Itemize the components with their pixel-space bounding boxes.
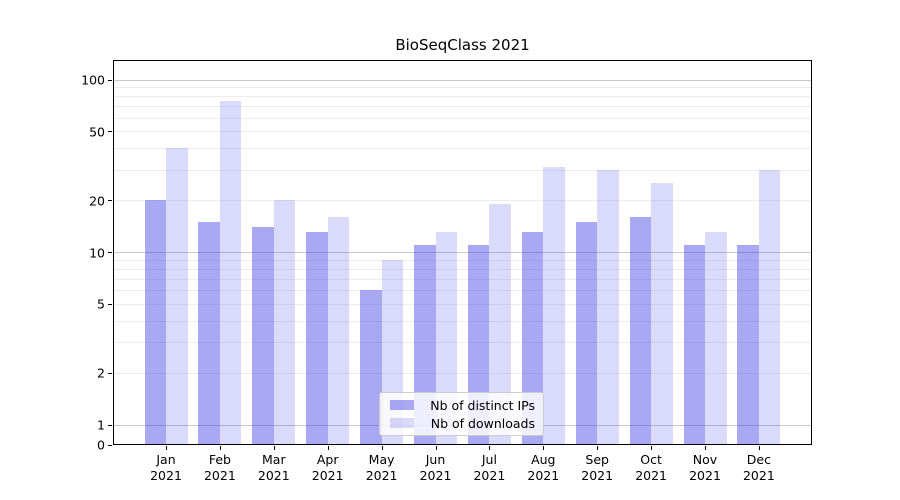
x-tick-label-mar: Mar 2021 (257, 452, 290, 483)
bar-downloads-oct (651, 183, 673, 445)
x-tick-label-may: May 2021 (365, 452, 398, 483)
x-tick-label-jul: Jul 2021 (473, 452, 506, 483)
bar-distinct-ips-jan (144, 200, 166, 445)
y-tick-label-1: 1 (97, 417, 105, 433)
bar-downloads-jul (489, 203, 511, 445)
gridline-80 (114, 96, 811, 98)
gridline-7 (114, 278, 811, 280)
gridline-30 (114, 169, 811, 171)
x-tick-mark-apr (327, 445, 329, 450)
legend-label-downloads: Nb of downloads (430, 415, 535, 431)
x-tick-mark-dec (758, 445, 760, 450)
x-tick-mark-aug (543, 445, 545, 450)
x-tick-mark-sep (597, 445, 599, 450)
x-tick-label-nov: Nov 2021 (689, 452, 721, 483)
x-tick-label-feb: Feb 2021 (203, 452, 236, 483)
legend-label-distinct-ips: Nb of distinct IPs (430, 397, 535, 413)
x-tick-label-jan: Jan 2021 (150, 452, 182, 483)
y-tick-label-50: 50 (89, 124, 105, 140)
y-tick-mark-100 (108, 79, 112, 81)
y-tick-label-20: 20 (89, 193, 105, 209)
legend: Nb of distinct IPs Nb of downloads (379, 392, 544, 436)
y-tick-mark-1 (108, 424, 112, 426)
bar-downloads-aug (543, 167, 565, 445)
legend-swatch-distinct-ips (390, 400, 414, 410)
gridline-70 (114, 106, 811, 108)
gridline-2 (114, 372, 811, 374)
bar-distinct-ips-may (360, 290, 382, 445)
bar-downloads-sep (597, 169, 619, 445)
gridline-6 (114, 290, 811, 292)
x-tick-mark-nov (705, 445, 706, 450)
bar-downloads-apr (327, 216, 350, 445)
bar-downloads-nov (705, 232, 727, 445)
x-tick-mark-may (381, 445, 383, 450)
gridline-5 (114, 303, 811, 305)
bar-downloads-jan (166, 148, 188, 445)
x-tick-label-dec: Dec 2021 (742, 452, 775, 483)
y-tick-mark-2 (108, 372, 112, 374)
bar-downloads-jun (435, 232, 457, 445)
legend-swatch-downloads (390, 418, 414, 428)
x-tick-label-sep: Sep 2021 (581, 452, 614, 483)
bar-downloads-mar (273, 200, 296, 445)
bar-distinct-ips-feb (198, 221, 220, 445)
gridline-100 (114, 79, 811, 81)
y-tick-label-0: 0 (97, 437, 105, 453)
legend-item-distinct-ips: Nb of distinct IPs (388, 398, 535, 413)
y-tick-mark-5 (108, 303, 112, 305)
x-tick-label-oct: Oct 2021 (635, 452, 667, 483)
chart-title: BioSeqClass 2021 (395, 36, 530, 54)
x-tick-label-jun: Jun 2021 (419, 452, 452, 483)
gridline-50 (114, 131, 811, 133)
gridline-4 (114, 320, 811, 322)
y-tick-mark-50 (108, 131, 112, 133)
gridline-8 (114, 268, 811, 270)
x-tick-mark-jan (166, 445, 167, 450)
x-tick-mark-jul (489, 445, 491, 450)
x-tick-mark-mar (273, 445, 275, 450)
bar-downloads-dec (758, 169, 781, 445)
x-tick-mark-oct (651, 445, 653, 450)
gridline-9 (114, 259, 811, 261)
y-tick-mark-10 (108, 252, 112, 253)
x-tick-label-apr: Apr 2021 (311, 452, 344, 483)
x-tick-mark-feb (219, 445, 221, 450)
bar-distinct-ips-nov (683, 244, 705, 445)
gridline-3 (114, 342, 811, 344)
bar-distinct-ips-sep (575, 221, 598, 445)
bar-downloads-feb (219, 101, 242, 445)
bar-distinct-ips-mar (252, 226, 274, 445)
y-tick-mark-20 (108, 200, 112, 202)
bar-distinct-ips-apr (306, 232, 328, 445)
bar-distinct-ips-oct (629, 216, 652, 445)
gridline-90 (114, 87, 811, 89)
y-tick-mark-0 (108, 444, 112, 446)
y-tick-label-10: 10 (89, 245, 105, 260)
legend-item-downloads: Nb of downloads (388, 416, 535, 431)
plot-area (113, 60, 812, 445)
bar-distinct-ips-aug (521, 232, 544, 445)
bar-distinct-ips-dec (737, 244, 759, 445)
x-tick-label-aug: Aug 2021 (527, 452, 560, 483)
y-tick-label-5: 5 (97, 296, 105, 312)
x-tick-mark-jun (435, 445, 437, 450)
y-tick-label-2: 2 (97, 365, 105, 381)
gridline-60 (114, 117, 811, 119)
gridline-40 (114, 148, 811, 150)
gridline-20 (114, 200, 811, 202)
y-tick-label-100: 100 (81, 72, 105, 88)
gridline-10 (114, 252, 811, 253)
